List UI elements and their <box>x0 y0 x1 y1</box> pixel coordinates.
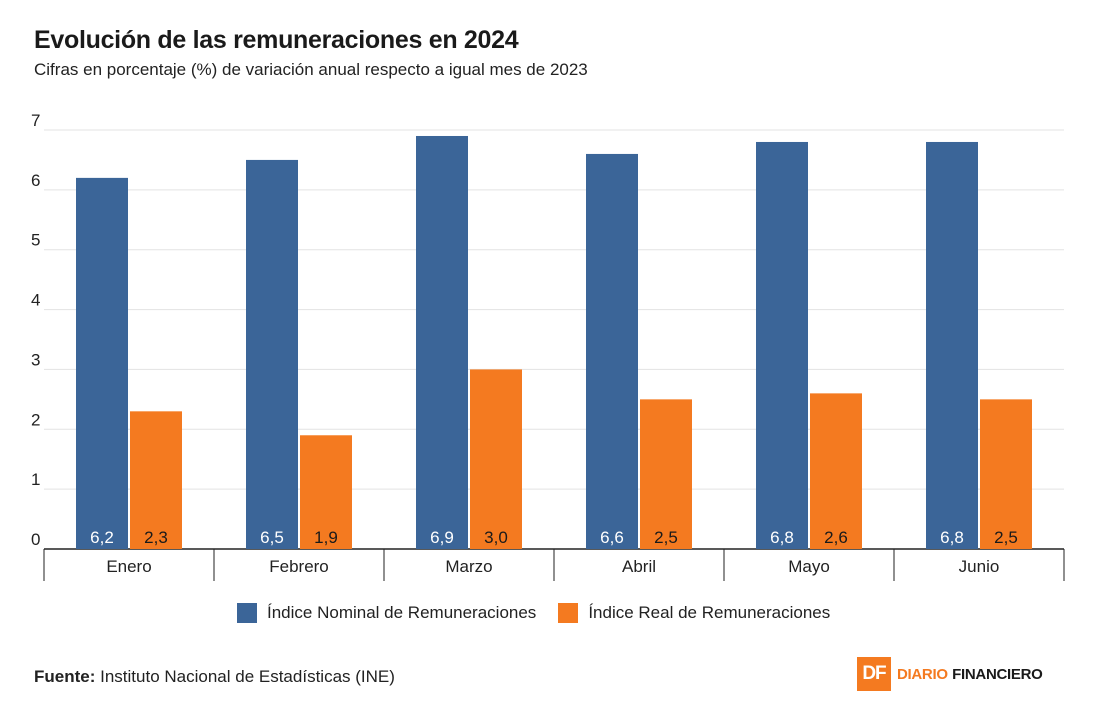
data-label: 6,6 <box>600 528 624 547</box>
y-tick-label: 5 <box>31 231 40 250</box>
x-tick-label: Marzo <box>445 557 492 576</box>
x-tick-label: Mayo <box>788 557 830 576</box>
legend: Índice Nominal de Remuneraciones Índice … <box>237 603 852 623</box>
data-label: 2,5 <box>994 528 1018 547</box>
bar-chart: 0 1 2 3 4 5 6 7 Enero 6,2 2,3 Febrero 6,5 1,9 Marzo 6,9… <box>31 111 1065 581</box>
logo-mark: DF <box>857 657 891 691</box>
bar-real <box>810 393 862 549</box>
x-tick-label: Febrero <box>269 557 329 576</box>
data-label: 6,9 <box>430 528 454 547</box>
y-tick-label: 4 <box>31 291 40 310</box>
y-tick-label: 1 <box>31 470 40 489</box>
bar-real <box>130 411 182 549</box>
data-label: 2,5 <box>654 528 678 547</box>
bar-nominal <box>926 141 978 549</box>
chart-title: Evolución de las remuneraciones en 2024 <box>34 26 519 54</box>
legend-label-real: Índice Real de Remuneraciones <box>588 603 831 622</box>
y-tick-label: 3 <box>31 350 40 369</box>
legend-swatch-nominal <box>237 603 257 623</box>
data-label: 2,3 <box>144 528 168 547</box>
logo-word-diario: DIARIO <box>897 665 948 683</box>
x-tick-label: Abril <box>622 557 656 576</box>
data-label: 6,8 <box>770 528 794 547</box>
chart-subtitle: Cifras en porcentaje (%) de variación an… <box>34 60 588 79</box>
legend-swatch-real <box>558 603 579 623</box>
y-tick-label: 7 <box>31 111 40 130</box>
data-label: 6,2 <box>90 528 114 547</box>
y-tick-label: 0 <box>31 530 40 549</box>
data-label: 2,6 <box>824 528 848 547</box>
source-label: Fuente: <box>34 667 96 686</box>
bar-real <box>980 399 1032 549</box>
publisher-logo: DF DIARIO FINANCIERO <box>857 657 1043 691</box>
legend-item-real: Índice Real de Remuneraciones <box>558 603 830 623</box>
legend-item-nominal: Índice Nominal de Remuneraciones <box>237 603 536 623</box>
bar-nominal <box>416 135 468 549</box>
data-label: 6,8 <box>940 528 964 547</box>
y-tick-label: 6 <box>31 171 40 190</box>
data-label: 6,5 <box>260 528 284 547</box>
source-note: Fuente: Instituto Nacional de Estadístic… <box>34 667 395 687</box>
x-tick-label: Enero <box>106 557 151 576</box>
x-tick-label: Junio <box>959 557 1000 576</box>
bar-nominal <box>756 141 808 549</box>
bar-real <box>470 369 522 549</box>
logo-word-financiero: FINANCIERO <box>952 665 1043 683</box>
source-text: Instituto Nacional de Estadísticas (INE) <box>95 667 395 686</box>
bar-real <box>300 435 352 549</box>
data-label: 1,9 <box>314 528 338 547</box>
bar-real <box>640 399 692 549</box>
data-label: 3,0 <box>484 528 508 547</box>
bar-nominal <box>246 159 298 549</box>
legend-label-nominal: Índice Nominal de Remuneraciones <box>267 603 537 622</box>
y-tick-label: 2 <box>31 410 40 429</box>
bar-nominal <box>76 177 128 549</box>
bar-nominal <box>586 153 638 549</box>
